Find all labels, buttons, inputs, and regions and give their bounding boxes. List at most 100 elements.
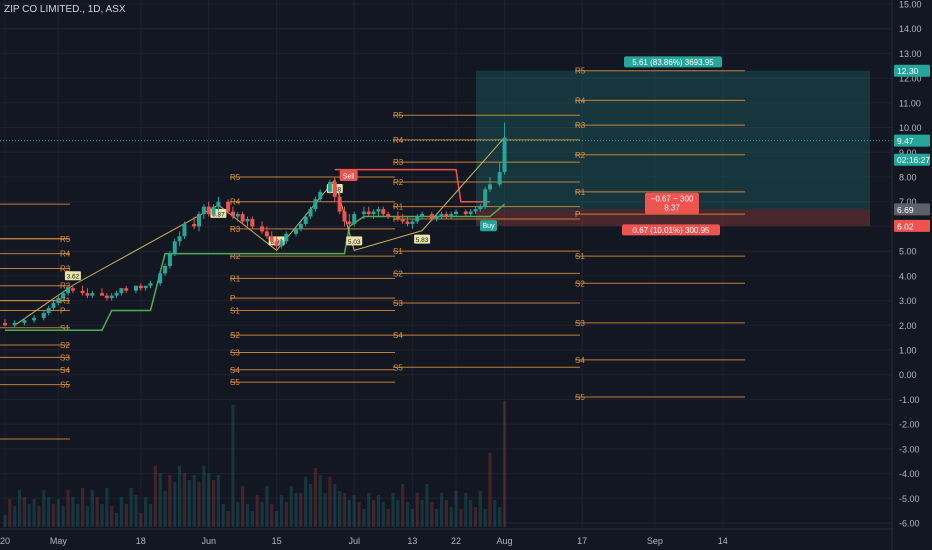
time-tick-label: 13 [407,536,417,546]
volume-bar [483,509,487,527]
volume-bar [56,499,60,527]
volume-bar [81,488,85,527]
volume-bar [202,466,206,527]
candle-body [138,285,143,289]
volume-bar [502,401,507,527]
zigzag-indicator: 3.626.875.037.885.035.83 [14,137,505,326]
volume-bar [95,497,99,527]
price-tick-label: 12.00 [899,74,922,84]
time-tick-label: 22 [451,536,461,546]
candle-body [332,181,337,197]
volume-bar [444,500,448,527]
volume-bar [8,499,12,527]
volume-bar [119,497,123,527]
sell-signal-label: Sell [343,174,355,181]
pivot-level-label: R4 [60,250,71,259]
candle-body [3,322,7,326]
pivot-level-label: S5 [393,363,403,372]
volume-bar [473,507,478,527]
zigzag-label: 6.87 [212,211,225,218]
time-tick-label: 20 [0,536,10,546]
time-axis[interactable]: 20 May 18 Jun 15 Jul 13 22 Aug 17 Sep 14 [0,528,892,546]
volume-bar [216,475,220,527]
candle-body [308,209,313,217]
candle-body [85,293,90,296]
price-tick-label: 5.00 [899,247,917,257]
volume-bar [47,497,51,527]
candle-body [395,216,400,220]
candle-body [439,214,444,217]
volume-bar [318,475,322,527]
volume-bar [275,511,279,527]
stop-label-box [622,224,720,236]
time-tick-label: May [50,536,68,546]
volume-bar [42,490,46,527]
volume-bar [391,493,395,527]
volume-bar [187,480,191,527]
volume-bar [124,504,128,527]
long-position-tool[interactable] [0,70,892,226]
pivot-level-label: S4 [575,356,585,365]
pivot-level-label: S1 [393,247,403,256]
volume-bar [357,502,361,527]
volume-bar [299,493,303,527]
target-label-box [624,56,722,68]
candle-body [473,209,478,212]
price-badge [894,203,930,216]
candle-body [444,214,449,217]
candle-body [294,228,298,234]
candle-body [192,223,197,227]
volume-bar [61,506,65,527]
volume-bar [279,495,284,527]
candle-body [478,206,483,210]
volume-bar [178,466,182,527]
candle-body [100,293,104,296]
candle-body [177,236,182,242]
price-tick-label: 15.00 [899,0,922,10]
price-badge [894,219,930,232]
volume-bar [367,493,371,527]
zigzag-label: 5.83 [416,237,429,244]
time-tick-label: Sep [647,536,663,546]
volume-bar [22,497,26,527]
volume-bar [245,504,250,527]
pivot-level-label: P [60,306,65,315]
volume-bar [236,502,240,527]
volume-bar [100,504,104,527]
candle-body [429,214,434,220]
buy-signal-box [480,220,497,232]
volume-bar [294,493,298,527]
pivot-level-label: R3 [60,264,71,273]
candle-body [381,209,386,215]
volume-bar [270,504,274,527]
volume-bar [410,509,414,527]
candle-body [104,295,109,299]
volume-bar [129,488,133,527]
pivot-level-label: S2 [60,341,70,350]
volume-bar [139,513,143,527]
pivot-level-label: S5 [575,393,585,402]
candle-body [449,214,454,217]
volume-bar [153,466,157,527]
supertrend-indicator [5,168,506,331]
pivot-level-label: S4 [393,331,403,340]
volume-bar [405,502,410,527]
price-badge-label: 9.47 [897,136,914,146]
candle-body [22,320,27,323]
candle-body [206,206,211,215]
candle-body [298,223,303,229]
volume-bar [17,490,22,527]
volume-bar [173,482,177,527]
volume-bar [163,491,167,527]
buy-signal-label: Buy [482,223,495,230]
pivot-level-label: S4 [230,366,240,375]
price-axis[interactable]: 15.00 14.00 13.00 12.00 11.00 10.00 9.00 8.00 7.… [891,0,930,550]
candle-body [468,211,473,215]
pivot-level-label: S3 [393,299,403,308]
price-badge-label: 6.02 [897,221,914,231]
pivot-level-label: S3 [230,348,240,357]
symbol-title[interactable]: ZIP CO LIMITED., 1D, ASX [4,4,126,15]
candlestick-series[interactable] [3,122,507,328]
candle-body [32,317,37,321]
